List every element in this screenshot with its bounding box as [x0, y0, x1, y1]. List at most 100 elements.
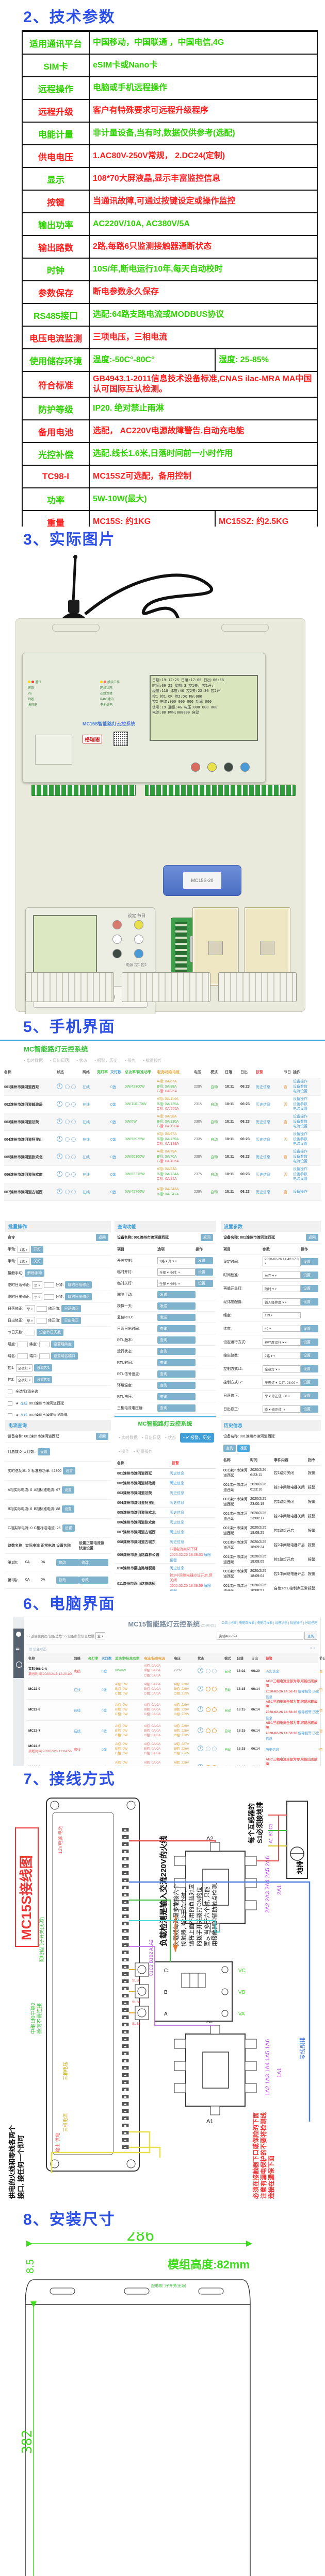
ops-links[interactable]: 设备操作 设备参数 电流设置	[293, 1149, 307, 1164]
query-button[interactable]: 设置	[196, 1268, 213, 1276]
batch-select[interactable]: 1路	[17, 1246, 30, 1253]
history-query-button[interactable]: 查询	[223, 1445, 236, 1452]
alarm-history-link[interactable]: 历史信息	[170, 1472, 184, 1476]
pc-alarm-link[interactable]: 历史信息	[266, 1670, 279, 1673]
batch-button[interactable]: 设置域名端口	[51, 1352, 78, 1360]
param-button[interactable]: 设置	[301, 1271, 318, 1279]
pc-search-button[interactable]: 查询	[304, 1632, 317, 1640]
query-button[interactable]: 查询	[157, 1359, 196, 1366]
query-button[interactable]: 发送	[157, 1291, 196, 1298]
current-set-button[interactable]: 设置	[37, 1448, 50, 1455]
batch-button[interactable]: 解除手动	[24, 1269, 44, 1277]
query-button[interactable]: 查询	[157, 1404, 196, 1412]
pc-search-input[interactable]: 实验468-2-A	[217, 1632, 304, 1640]
current-set-button[interactable]: 设置	[61, 1505, 74, 1513]
mobile-tab[interactable]: 报警，历史	[94, 1058, 118, 1063]
alarm-link[interactable]: 历史信息	[256, 1173, 270, 1177]
tc98-btn-plus[interactable]	[112, 935, 122, 944]
device-checkbox[interactable]	[8, 1413, 12, 1416]
ops-links[interactable]: 设备操作 设备参数 电流设置	[293, 1167, 307, 1181]
param-value[interactable]: 晚 ▾ 修正值:	[263, 1405, 301, 1413]
param-button[interactable]: 设置	[301, 1365, 318, 1372]
param-value[interactable]: 40	[263, 1325, 301, 1332]
param-button[interactable]: 设置	[301, 1378, 318, 1386]
query-button[interactable]: 查询	[157, 1393, 196, 1400]
alarm-history-link[interactable]: 历史信息	[170, 1511, 184, 1515]
back-button[interactable]: 返回	[201, 1234, 213, 1241]
param-value[interactable]: 119	[263, 1312, 301, 1318]
tc98-btn-holiday[interactable]	[134, 920, 143, 929]
menu-icon[interactable]: ☰	[15, 1647, 20, 1652]
batch-input[interactable]	[24, 1329, 35, 1335]
ops-links[interactable]: 设备操作 设备参数 电流设置	[293, 1114, 307, 1129]
batch-input-2[interactable]	[39, 1341, 50, 1347]
current-set-button[interactable]: 设置	[63, 1467, 76, 1475]
current-set-button[interactable]: 设置	[62, 1524, 75, 1532]
query-button[interactable]: 查询	[157, 1370, 196, 1378]
pc-alarm-link[interactable]: 解除报警 历史信息	[266, 1690, 319, 1700]
back-button[interactable]: 返回	[96, 1234, 108, 1241]
param-value[interactable]: 全夜灯 ▾	[263, 1365, 301, 1372]
batch-button[interactable]: 临时日出修正	[65, 1293, 92, 1300]
query-option[interactable]: 1路 ▾ 开 ▾	[157, 1257, 196, 1264]
mobile-tab[interactable]: 状态	[76, 1058, 87, 1063]
power-icon[interactable]	[16, 1662, 22, 1668]
alarm-history-link[interactable]: 历史信息	[170, 1540, 184, 1544]
mobile-tab[interactable]: 实时数据	[24, 1058, 43, 1063]
param-value[interactable]: 半夜灯 ▾ 关灯: 23:00	[263, 1378, 301, 1386]
user-icon[interactable]	[16, 1632, 21, 1637]
query-button[interactable]: 发送	[157, 1302, 196, 1310]
alarm-link[interactable]: 历史信息	[256, 1190, 270, 1194]
param-value[interactable]: 2路 ▾	[263, 1351, 301, 1359]
alarm-history-link[interactable]: 历史信息	[170, 1566, 184, 1570]
param-value[interactable]: 经纬度运行 ▾	[263, 1338, 301, 1346]
param-button[interactable]: 设置	[301, 1325, 318, 1332]
query-button[interactable]: 查询	[157, 1381, 196, 1389]
param-button[interactable]: 设置	[301, 1351, 318, 1359]
query-option[interactable]: 全部 ▾ 小时:	[157, 1268, 196, 1276]
batch-select[interactable]: 1路	[17, 1258, 30, 1265]
query-button[interactable]: 设置	[196, 1279, 213, 1287]
batch-select[interactable]: 全夜灯	[15, 1364, 33, 1371]
pc-top-links[interactable]: 公告 | 地图 | 电能日报表 | 电能月报表 | 设备状态 | 批量操作 | …	[221, 1622, 317, 1625]
param-value[interactable]: 2020-02-26 14:42:17 3	[263, 1257, 301, 1266]
ops-links[interactable]: 设备操作 设备参数 电流设置	[293, 1079, 307, 1094]
query-button[interactable]: 查询	[157, 1325, 196, 1332]
alarm-link[interactable]: 历史信息	[256, 1155, 270, 1159]
btn-plus[interactable]	[207, 762, 217, 772]
param-value[interactable]: 输入经纬度 ▾	[263, 1298, 301, 1306]
tc98-btn-minus[interactable]	[134, 935, 143, 944]
ops-links[interactable]: 设备操作 设备参数 电流设置	[293, 1097, 307, 1111]
alarm-history-link[interactable]: 历史信息	[170, 1501, 184, 1505]
batch-select[interactable]: 早	[24, 1305, 35, 1312]
alarm-tab[interactable]: 操作	[119, 1449, 129, 1454]
batch-input-2[interactable]	[39, 1353, 50, 1359]
batch-select[interactable]: 全夜灯	[15, 1376, 33, 1383]
tc98-btn-run[interactable]	[112, 949, 122, 958]
param-button[interactable]: 设置	[301, 1338, 318, 1346]
alarm-history-link[interactable]: 解除报警	[170, 1553, 212, 1563]
batch-button[interactable]: 设定节日天数	[36, 1329, 63, 1336]
batch-button[interactable]: 设置控2	[34, 1376, 53, 1383]
alarm-history-link[interactable]: 历史信息	[170, 1492, 184, 1495]
batch-select[interactable]: 早	[31, 1293, 42, 1300]
modify-button-2[interactable]: 修改	[79, 1576, 108, 1584]
pc-panel-controls[interactable]: ∧ ×	[310, 1647, 315, 1650]
alarm-history-link[interactable]: 历史信息	[170, 1482, 184, 1485]
batch-button[interactable]: 日落修正	[61, 1305, 82, 1312]
param-value[interactable]: 允许 ▾	[263, 1271, 301, 1279]
param-value[interactable]: 随时 ▾	[263, 1284, 301, 1292]
alarm-tab[interactable]: 状态	[165, 1435, 176, 1440]
batch-select[interactable]: 早	[31, 1281, 42, 1289]
batch-select[interactable]: 早	[24, 1317, 35, 1324]
modify-button[interactable]: 修改	[56, 1558, 79, 1566]
param-button[interactable]: 设置	[301, 1284, 318, 1292]
alarm-link[interactable]: 历史信息	[256, 1103, 270, 1107]
batch-input[interactable]	[36, 1306, 47, 1312]
mobile-tab[interactable]: 日出日落	[50, 1058, 69, 1063]
tc98-btn-set[interactable]	[112, 920, 122, 929]
batch-button[interactable]: 开灯	[31, 1246, 44, 1253]
batch-button[interactable]: 关灯	[31, 1258, 44, 1265]
ops-links[interactable]: 设备操作	[293, 1190, 307, 1194]
query-button[interactable]: 查询	[157, 1347, 196, 1355]
